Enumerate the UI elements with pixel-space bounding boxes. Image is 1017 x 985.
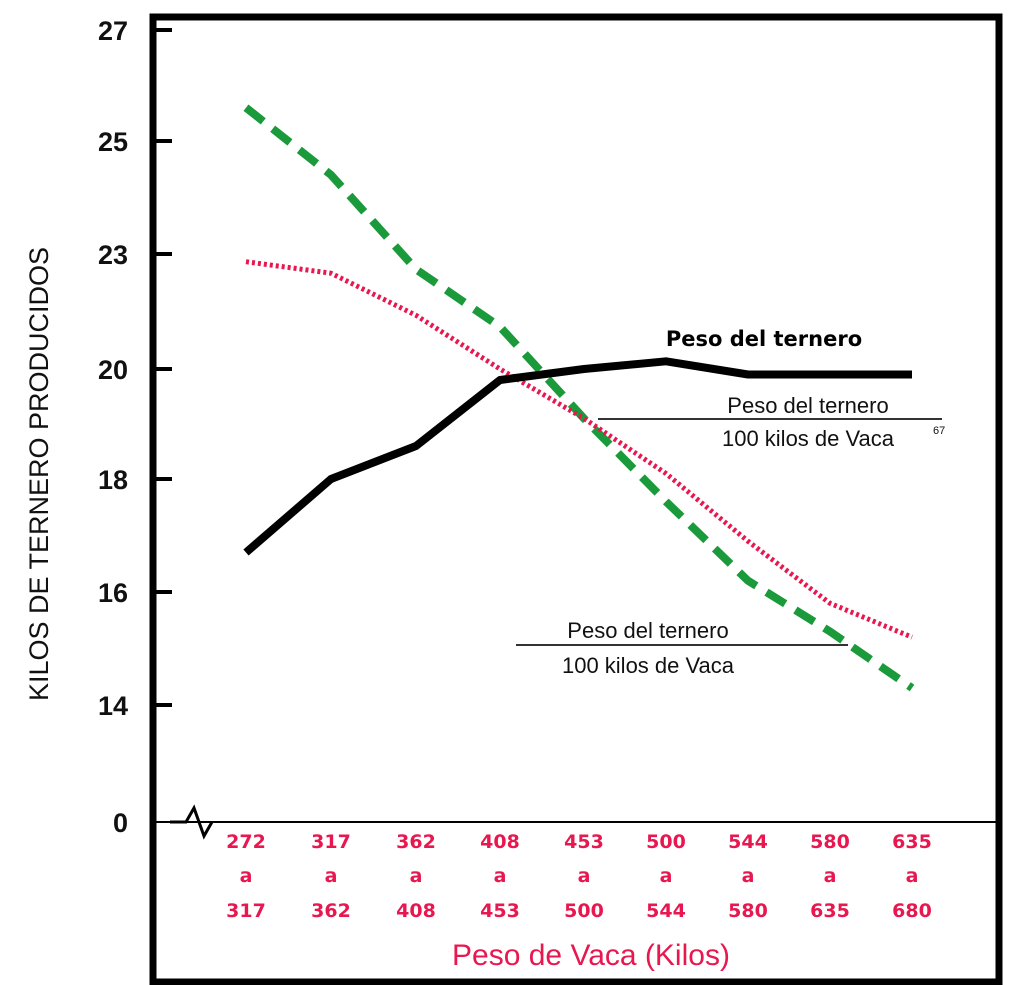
- x-category-labels: 272 a 317 317 a 362 362 a 408 408 a 453 453 a 500 500 a 5…: [226, 831, 932, 922]
- series-lines: [243, 104, 915, 692]
- series-label-red-superscript: 67: [933, 425, 945, 437]
- x-category-label-from: 580: [810, 831, 850, 853]
- x-category-label-sep: a: [824, 865, 837, 887]
- y-tick-label: 0: [113, 808, 128, 838]
- x-category-label-to: 544: [646, 900, 686, 922]
- y-tick-label: 20: [98, 355, 128, 385]
- y-tick-label: 16: [98, 578, 128, 608]
- x-category-label-from: 362: [396, 831, 436, 853]
- x-category-label-to: 317: [226, 900, 266, 922]
- x-category-label-sep: a: [410, 865, 423, 887]
- x-category-label-to: 635: [810, 900, 850, 922]
- y-tick-label: 23: [98, 240, 128, 270]
- x-axis-title: Peso de Vaca (Kilos): [452, 939, 730, 972]
- x-category-label-to: 680: [892, 900, 932, 922]
- x-category-label-sep: a: [240, 865, 253, 887]
- x-category-label-to: 500: [564, 900, 604, 922]
- y-tick-label: 18: [98, 465, 128, 495]
- y-tick-label: 27: [98, 16, 128, 46]
- x-category-label-sep: a: [325, 865, 338, 887]
- x-category-label-sep: a: [906, 865, 919, 887]
- x-category-label-to: 362: [311, 900, 351, 922]
- x-category-label-sep: a: [742, 865, 755, 887]
- axis-break-mark: [170, 804, 214, 840]
- x-category-label-to: 408: [396, 900, 436, 922]
- x-category-label-to: 580: [728, 900, 768, 922]
- series-line-dashed: [243, 104, 915, 692]
- series-label-black: Peso del ternero: [666, 327, 862, 351]
- y-axis-title: KILOS DE TERNERO PRODUCIDOS: [24, 247, 54, 701]
- y-tick-label: 25: [98, 127, 128, 157]
- x-category-label-sep: a: [578, 865, 591, 887]
- series-label-green-denominator: 100 kilos de Vaca: [562, 653, 735, 678]
- series-label-red-denominator: 100 kilos de Vaca: [722, 426, 895, 451]
- x-category-label-sep: a: [494, 865, 507, 887]
- x-category-label-from: 272: [226, 831, 266, 853]
- x-category-label-to: 453: [480, 900, 520, 922]
- series-line-solid: [243, 357, 912, 556]
- x-category-label-from: 453: [564, 831, 604, 853]
- x-category-label-from: 317: [311, 831, 351, 853]
- x-category-label-from: 544: [728, 831, 768, 853]
- x-category-label-from: 500: [646, 831, 686, 853]
- series-label-green-numerator: Peso del ternero: [567, 618, 728, 643]
- y-tick-label: 14: [98, 691, 128, 721]
- series-label-red-numerator: Peso del ternero: [727, 393, 888, 418]
- x-category-label-sep: a: [660, 865, 673, 887]
- x-category-label-from: 408: [480, 831, 520, 853]
- x-category-label-from: 635: [892, 831, 932, 853]
- plot-frame: [149, 13, 1003, 985]
